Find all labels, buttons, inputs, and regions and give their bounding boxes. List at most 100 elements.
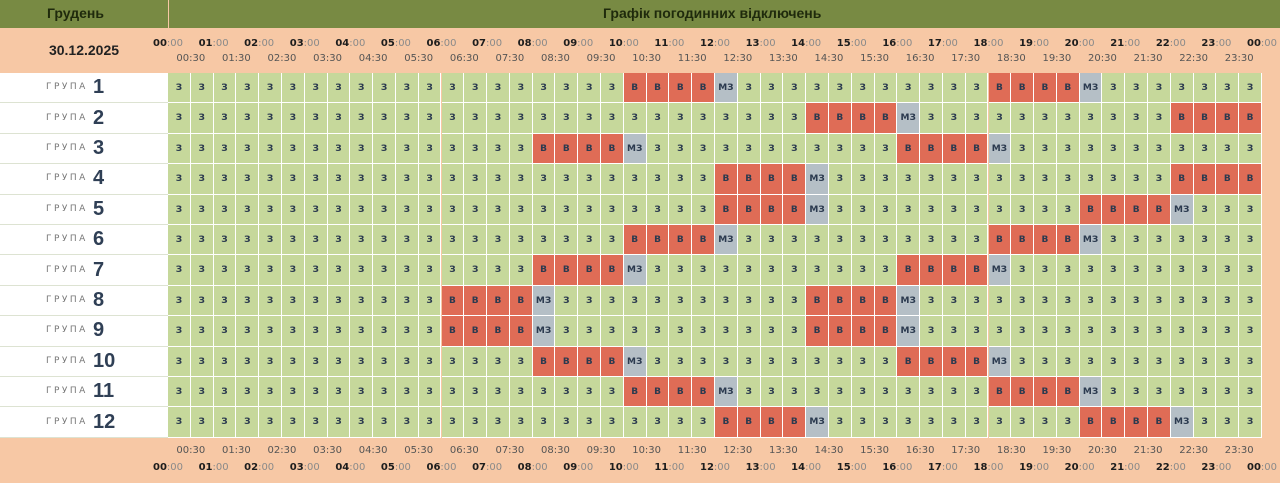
slot-cell: В	[1079, 407, 1103, 438]
half-hour-label: 18:30	[996, 53, 1026, 64]
minutes: :00	[440, 38, 457, 49]
slot-cell: З	[1148, 285, 1171, 317]
slot-cell: З	[259, 194, 282, 225]
hour-label: 19:00	[1019, 462, 1049, 473]
hour-label: 01:00	[199, 38, 229, 49]
slot-cell: З	[760, 316, 784, 347]
slot-cell: В	[487, 316, 510, 347]
slot-cell: З	[783, 133, 807, 165]
hour: 08	[517, 462, 532, 473]
hour-label: 08:00	[518, 462, 548, 473]
group-number: 3	[93, 136, 105, 159]
slot-cell: З	[441, 407, 465, 438]
half-hour-label: 06:30	[449, 445, 479, 456]
slot-cell: В	[760, 194, 784, 225]
slot-cell: З	[920, 407, 943, 438]
slot-cell: З	[1034, 346, 1057, 377]
slot-cell: З	[281, 316, 305, 347]
minutes: :00	[805, 462, 822, 473]
slot-cell: З	[1125, 285, 1149, 317]
hour: 16	[882, 462, 897, 473]
minutes: :00	[166, 462, 184, 473]
hour-label: 13:00	[746, 462, 776, 473]
slot-cell: З	[601, 316, 624, 347]
hour-label: 04:00	[335, 462, 365, 473]
hour-label: 17:00	[928, 38, 958, 49]
slot-cell: В	[692, 225, 715, 256]
slot-cell: В	[737, 194, 761, 225]
slot-cell: З	[464, 103, 488, 134]
slot-cell: З	[783, 103, 807, 134]
slot-cell: З	[646, 164, 670, 195]
slot-cell: З	[578, 225, 602, 256]
slot-cell: З	[532, 194, 556, 225]
slot-cell: В	[646, 225, 670, 256]
slot-cell: З	[1216, 255, 1240, 286]
slot-cell: З	[236, 346, 260, 377]
slot-cell: З	[1125, 164, 1149, 195]
slot-cell: З	[304, 103, 328, 134]
slot-cell: З	[259, 164, 282, 195]
slot-cell: З	[623, 316, 647, 347]
slot-cell: З	[1239, 73, 1262, 104]
slot-cell: З	[828, 346, 852, 377]
slot-cell: З	[874, 407, 898, 438]
hour-label: 00:00	[1247, 38, 1277, 49]
slot-cell: МЗ	[532, 285, 556, 317]
group-number: 10	[93, 349, 116, 372]
slot-cell: В	[851, 285, 875, 317]
group-label: ГРУПА 9	[0, 316, 168, 347]
slot-cell: З	[942, 194, 966, 225]
slot-cell: З	[327, 164, 351, 195]
slot-cell: З	[532, 73, 556, 104]
slot-cell: З	[350, 377, 374, 408]
hour: 02	[244, 462, 259, 473]
slot-cell: З	[897, 164, 921, 195]
slot-cell: З	[373, 285, 396, 317]
slot-cell: З	[942, 377, 966, 408]
slot-cell: В	[806, 103, 829, 134]
date: 30.12.2025	[48, 42, 120, 58]
slot-cell: З	[646, 255, 670, 286]
slot-cell: З	[168, 316, 191, 347]
slot-cell: З	[509, 377, 533, 408]
slot-cell: З	[395, 255, 419, 286]
slot-cell: З	[715, 133, 738, 165]
slot-cell: З	[350, 164, 374, 195]
slot-cell: З	[532, 225, 556, 256]
slot-cell: З	[942, 407, 966, 438]
slot-cell: З	[418, 285, 442, 317]
hour: 00	[152, 38, 167, 49]
minutes: :00	[485, 462, 503, 473]
slot-cell: З	[1193, 225, 1217, 256]
slot-cell: З	[965, 377, 989, 408]
slot-cell: В	[920, 346, 943, 377]
hour-label: 13:00	[746, 38, 776, 49]
hour-label: 03:00	[290, 462, 320, 473]
slot-cell: З	[350, 346, 374, 377]
slot-cell: В	[692, 377, 715, 408]
slot-cell: З	[1011, 194, 1035, 225]
slot-cell: З	[669, 285, 693, 317]
slot-cell: З	[395, 194, 419, 225]
minutes: :00	[987, 38, 1004, 49]
slot-cell: В	[1148, 407, 1171, 438]
slot-cell: З	[418, 73, 442, 104]
hour-label: 01:00	[199, 462, 229, 473]
slot-cell: З	[1170, 377, 1194, 408]
slot-cell: МЗ	[1170, 194, 1194, 225]
slot-cell: З	[327, 407, 351, 438]
slot-cell: З	[1148, 255, 1171, 286]
half-hour-label: 00:30	[176, 53, 206, 64]
slot-cell: З	[555, 316, 579, 347]
slot-cell: З	[168, 164, 191, 195]
slot-cell: З	[168, 133, 191, 165]
slot-cell: З	[942, 73, 966, 104]
slot-cell: В	[601, 346, 624, 377]
hour-label: 00:00	[153, 38, 183, 49]
hour-label: 23:00	[1201, 38, 1231, 49]
slot-cell: З	[692, 407, 715, 438]
hour: 04	[335, 462, 350, 473]
slot-cell: З	[601, 103, 624, 134]
slot-cell: З	[304, 285, 328, 317]
